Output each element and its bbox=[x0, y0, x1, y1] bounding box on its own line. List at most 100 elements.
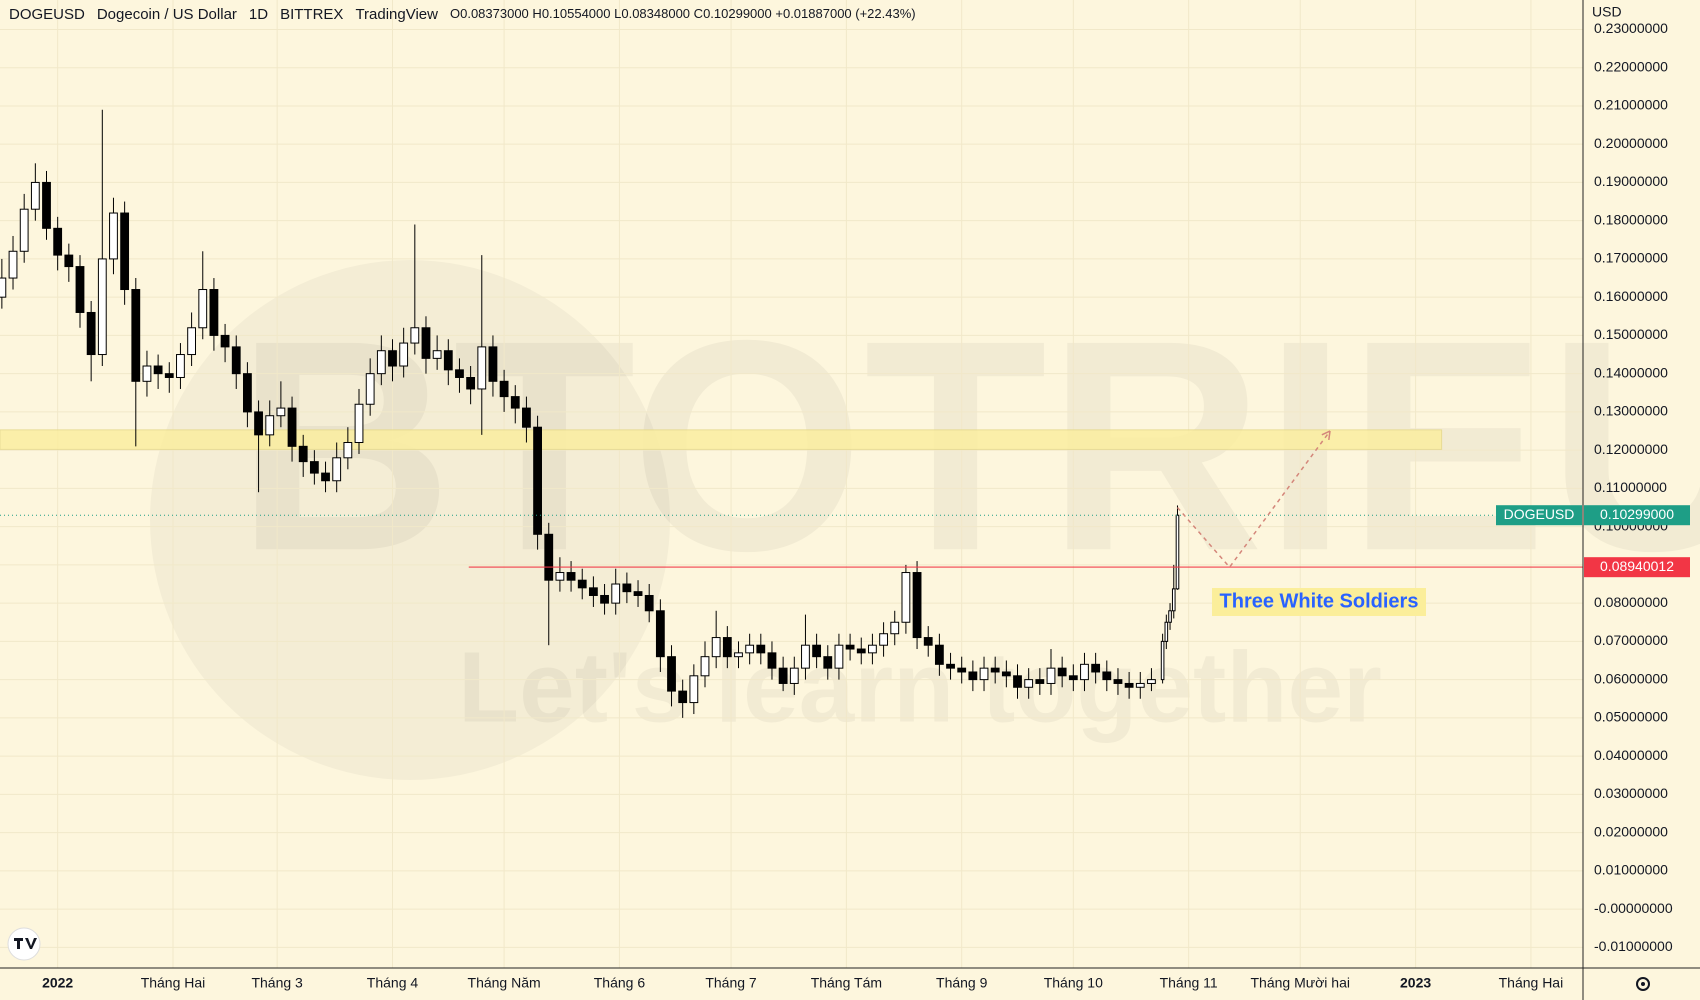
o-label: O bbox=[449, 6, 461, 21]
candle-body bbox=[86, 311, 96, 356]
symbol: DOGEUSD bbox=[9, 6, 85, 23]
x-tick-label: 2022 bbox=[42, 975, 73, 991]
candle-body bbox=[75, 266, 85, 313]
candle-body bbox=[477, 346, 487, 390]
candle-body bbox=[1113, 679, 1123, 684]
candle-body bbox=[879, 633, 888, 646]
candle-body bbox=[499, 380, 509, 398]
c-label: C bbox=[693, 6, 704, 21]
candle-body bbox=[1168, 610, 1172, 623]
candle-body bbox=[466, 376, 476, 390]
y-tick-label: 0.22000000 bbox=[1594, 58, 1668, 74]
currency: USD bbox=[1592, 4, 1622, 20]
candle-body bbox=[455, 369, 464, 378]
candle-body bbox=[689, 675, 699, 704]
x-tick-label: Tháng Năm bbox=[468, 975, 541, 991]
header: DOGEUSD Dogecoin / US Dollar 1D BITTREX … bbox=[9, 6, 916, 23]
candle-body bbox=[254, 411, 263, 436]
candle-body bbox=[120, 212, 130, 291]
candle-body bbox=[990, 667, 1000, 673]
x-tick-label: Tháng 10 bbox=[1044, 975, 1103, 991]
candle-body bbox=[734, 652, 743, 658]
annotation: Three White Soldiers bbox=[1220, 590, 1419, 612]
candle-body bbox=[845, 644, 855, 650]
candle-body bbox=[209, 289, 219, 336]
h-label: H bbox=[532, 6, 542, 21]
candle-body bbox=[722, 637, 732, 658]
last-price-label: 0.10299000 bbox=[1600, 506, 1674, 522]
candle-body bbox=[633, 591, 643, 596]
candle-body bbox=[1102, 671, 1112, 681]
source: TradingView bbox=[355, 6, 438, 23]
projection-path bbox=[1176, 430, 1331, 569]
candle-body bbox=[901, 572, 911, 623]
candle-body bbox=[868, 644, 877, 654]
candle-body bbox=[399, 342, 409, 367]
y-tick-label: 0.15000000 bbox=[1594, 326, 1668, 342]
y-tick-label: -0.00000000 bbox=[1594, 900, 1673, 916]
y-tick-label: 0.17000000 bbox=[1594, 250, 1668, 266]
y-tick-label: 0.12000000 bbox=[1594, 441, 1668, 457]
x-tick-label: Tháng Mười hai bbox=[1251, 975, 1350, 991]
grid bbox=[0, 0, 1583, 968]
candle-body bbox=[1046, 667, 1056, 684]
last-price-label-bg bbox=[1584, 505, 1690, 526]
candle-body bbox=[1175, 514, 1180, 590]
x-tick-label: Tháng 4 bbox=[367, 975, 419, 991]
c-value: 0.10299000 bbox=[703, 6, 772, 21]
candle-body bbox=[276, 407, 286, 417]
x-tick-label: Tháng 9 bbox=[936, 975, 988, 991]
candle-body bbox=[533, 426, 542, 535]
candle-body bbox=[912, 572, 922, 639]
candle-body bbox=[890, 621, 900, 635]
interval: 1D bbox=[248, 6, 269, 23]
candle-body bbox=[756, 644, 766, 654]
candle-body bbox=[354, 403, 364, 444]
y-tick-label: 0.16000000 bbox=[1594, 288, 1668, 304]
x-tick-label: Tháng 11 bbox=[1160, 975, 1218, 991]
y-tick-label: 0.11000000 bbox=[1594, 479, 1667, 495]
candle-body bbox=[1068, 675, 1078, 681]
h-value: 0.10554000 bbox=[541, 6, 611, 21]
l-label: L bbox=[614, 6, 622, 21]
candle-body bbox=[622, 583, 632, 593]
x-tick-label: Tháng 7 bbox=[705, 975, 757, 991]
candle-body bbox=[187, 327, 197, 356]
candle-body bbox=[555, 572, 565, 581]
candle-body bbox=[778, 667, 788, 684]
candle-body bbox=[153, 365, 163, 375]
candle-body bbox=[8, 250, 18, 279]
candle-body bbox=[1001, 671, 1011, 677]
candle-body bbox=[198, 289, 208, 329]
y-tick-label: 0.20000000 bbox=[1594, 135, 1668, 151]
candle-body bbox=[979, 667, 989, 681]
y-tick-label: 0.06000000 bbox=[1594, 670, 1668, 686]
y-tick-label: 0.04000000 bbox=[1594, 747, 1668, 763]
candle-body bbox=[64, 254, 74, 268]
candle-body bbox=[131, 289, 141, 382]
y-tick-label: 0.21000000 bbox=[1594, 97, 1668, 113]
candle-body bbox=[767, 652, 777, 669]
candle-body bbox=[1013, 675, 1022, 688]
candle-body bbox=[1035, 679, 1045, 684]
symbol-label-bg bbox=[1496, 505, 1582, 526]
settings-icon[interactable] bbox=[1636, 977, 1650, 991]
exchange: BITTREX bbox=[280, 6, 344, 23]
candle-body bbox=[365, 373, 375, 405]
candle-body bbox=[544, 533, 554, 581]
candle-body bbox=[522, 407, 531, 428]
change: +0.01887000 (+22.43%) bbox=[775, 6, 916, 21]
candle-body bbox=[968, 671, 978, 681]
candle-body bbox=[287, 407, 297, 447]
candle-body bbox=[432, 350, 442, 359]
y-tick-label: 0.23000000 bbox=[1594, 20, 1668, 36]
candle-body bbox=[220, 334, 230, 348]
y-tick-label: 0.08000000 bbox=[1594, 594, 1668, 610]
candle-body bbox=[231, 346, 241, 375]
candle-body bbox=[42, 181, 51, 229]
candle-body bbox=[298, 445, 308, 463]
candle-body bbox=[30, 181, 40, 210]
